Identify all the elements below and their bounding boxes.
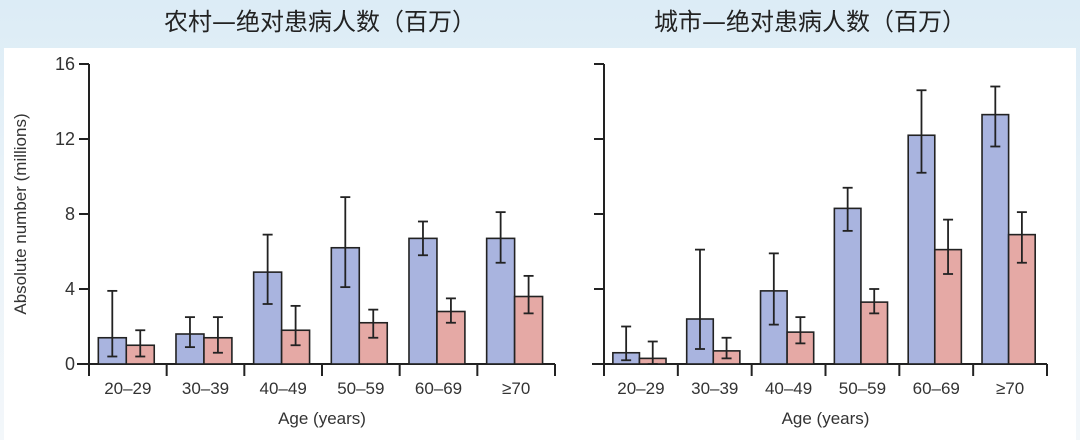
- x-axis-title: Age (years): [278, 409, 366, 428]
- x-category-label: 20–29: [617, 379, 664, 398]
- x-category-label: 50–59: [839, 379, 886, 398]
- y-tick-label: 0: [65, 354, 75, 374]
- x-category-label: 30–39: [691, 379, 738, 398]
- x-category-label: 60–69: [415, 379, 462, 398]
- bar-blue: [833, 207, 862, 365]
- bar-blue: [981, 113, 1010, 365]
- y-tick-label: 16: [55, 54, 75, 74]
- x-category-label: ≥70: [996, 379, 1024, 398]
- chart-background: [4, 48, 1076, 440]
- chart-panel-urban: 20–29 30–39 40–49 50–59 60–69 ≥70 Age (years): [592, 63, 1048, 428]
- bar-blue: [408, 237, 438, 365]
- x-category-label: 30–39: [182, 379, 229, 398]
- x-category-label: 60–69: [913, 379, 960, 398]
- chart-panel-rural: 0 4 8 12 16 20–29 30–39 40–49 50–59 60–69 ≥70 Age (…: [11, 54, 556, 428]
- y-tick-label: 4: [65, 279, 75, 299]
- x-category-label: ≥70: [502, 379, 530, 398]
- x-category-label: 20–29: [104, 379, 151, 398]
- y-tick-label: 8: [65, 204, 75, 224]
- y-axis-title: Absolute number (millions): [11, 113, 30, 314]
- y-tick-label: 12: [55, 129, 75, 149]
- chart-title-urban: 城市—绝对患病人数（百万）: [654, 8, 966, 36]
- chart-title-rural: 农村—绝对患病人数（百万）: [164, 8, 476, 36]
- x-category-label: 40–49: [260, 379, 307, 398]
- x-category-label: 40–49: [765, 379, 812, 398]
- x-category-label: 50–59: [337, 379, 384, 398]
- x-axis-title: Age (years): [782, 409, 870, 428]
